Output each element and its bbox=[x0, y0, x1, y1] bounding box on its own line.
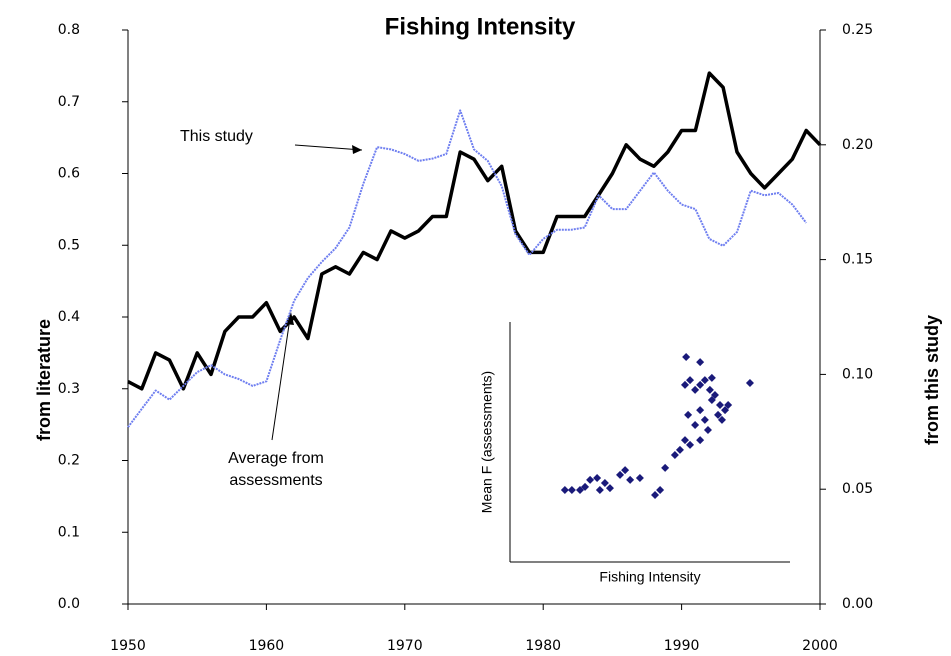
scatter-point bbox=[700, 376, 709, 385]
y-tick-label: 0.4 bbox=[58, 309, 80, 325]
scatter-point bbox=[696, 436, 705, 445]
annotation: assessments bbox=[229, 472, 322, 489]
scatter-point bbox=[560, 486, 569, 494]
x-tick-label: 2000 bbox=[802, 638, 838, 654]
series-line bbox=[127, 71, 822, 391]
scatter-point bbox=[696, 406, 705, 415]
scatter-point bbox=[686, 440, 695, 449]
scatter-point bbox=[576, 486, 584, 494]
annotation: This study bbox=[180, 128, 253, 145]
y2-tick-label: 0.15 bbox=[842, 252, 873, 268]
scatter-point bbox=[721, 406, 730, 415]
scatter-point bbox=[621, 466, 630, 475]
scatter-point bbox=[705, 385, 714, 394]
scatter-point bbox=[700, 415, 709, 424]
inset-x-label: Fishing Intensity bbox=[599, 569, 700, 585]
y2-tick-label: 0.00 bbox=[842, 596, 873, 612]
y2-tick-label: 0.05 bbox=[842, 481, 873, 497]
annotation-arrow-head bbox=[352, 145, 362, 154]
y-tick-label: 0.2 bbox=[58, 453, 80, 469]
scatter-point bbox=[593, 474, 602, 482]
scatter-point bbox=[707, 396, 716, 404]
x-tick-label: 1950 bbox=[110, 638, 146, 654]
y-axis-label: from literature bbox=[34, 319, 54, 441]
scatter-point bbox=[586, 475, 595, 484]
scatter-point bbox=[686, 376, 695, 385]
annotation-arrow bbox=[271, 317, 291, 441]
scatter-point bbox=[710, 390, 719, 399]
scatter-point bbox=[626, 475, 635, 484]
scatter-point bbox=[716, 401, 724, 410]
scatter-point bbox=[670, 450, 679, 459]
y-tick-label: 0.8 bbox=[58, 22, 80, 38]
scatter-point bbox=[567, 486, 576, 494]
scatter-point bbox=[595, 486, 604, 494]
scatter-point bbox=[651, 491, 660, 500]
scatter-point bbox=[717, 415, 726, 424]
scatter-point bbox=[656, 486, 665, 494]
scatter-point bbox=[616, 470, 625, 479]
scatter-point bbox=[681, 436, 689, 445]
inset-y-label: Mean F (assessments) bbox=[479, 371, 495, 513]
scatter-point bbox=[703, 426, 712, 434]
chart-title: Fishing Intensity bbox=[385, 13, 576, 40]
y-tick-label: 0.3 bbox=[58, 381, 80, 397]
scatter-point bbox=[605, 484, 614, 493]
scatter-point bbox=[675, 445, 684, 454]
y-tick-label: 0.7 bbox=[58, 94, 80, 110]
scatter-point bbox=[696, 380, 705, 389]
scatter-point bbox=[724, 401, 733, 410]
scatter-point bbox=[691, 420, 700, 429]
y2-axis-label: from this study bbox=[922, 315, 942, 445]
y2-tick-label: 0.25 bbox=[842, 22, 873, 38]
y-tick-label: 0.1 bbox=[58, 524, 80, 540]
scatter-point bbox=[600, 479, 609, 488]
x-tick-label: 1970 bbox=[387, 638, 423, 654]
scatter-point bbox=[707, 373, 716, 382]
x-tick-label: 1960 bbox=[249, 638, 285, 654]
annotation-arrow bbox=[294, 144, 363, 151]
scatter-point bbox=[635, 474, 644, 482]
y-tick-label: 0.5 bbox=[58, 237, 80, 253]
x-tick-label: 1990 bbox=[664, 638, 700, 654]
y2-tick-label: 0.20 bbox=[842, 137, 873, 153]
scatter-point bbox=[681, 380, 689, 389]
scatter-point bbox=[661, 463, 670, 472]
y-tick-label: 0.0 bbox=[58, 596, 80, 612]
annotation: Average from bbox=[228, 450, 324, 467]
scatter-point bbox=[696, 358, 705, 367]
scatter-point bbox=[682, 353, 691, 362]
scatter-point bbox=[581, 482, 590, 491]
series-line bbox=[127, 109, 807, 428]
scatter-point bbox=[714, 410, 723, 419]
y-tick-label: 0.6 bbox=[58, 166, 80, 182]
x-tick-label: 1980 bbox=[525, 638, 561, 654]
scatter-point bbox=[691, 385, 700, 394]
scatter-point bbox=[745, 378, 754, 387]
scatter-point bbox=[684, 410, 693, 419]
y2-tick-label: 0.10 bbox=[842, 366, 873, 382]
